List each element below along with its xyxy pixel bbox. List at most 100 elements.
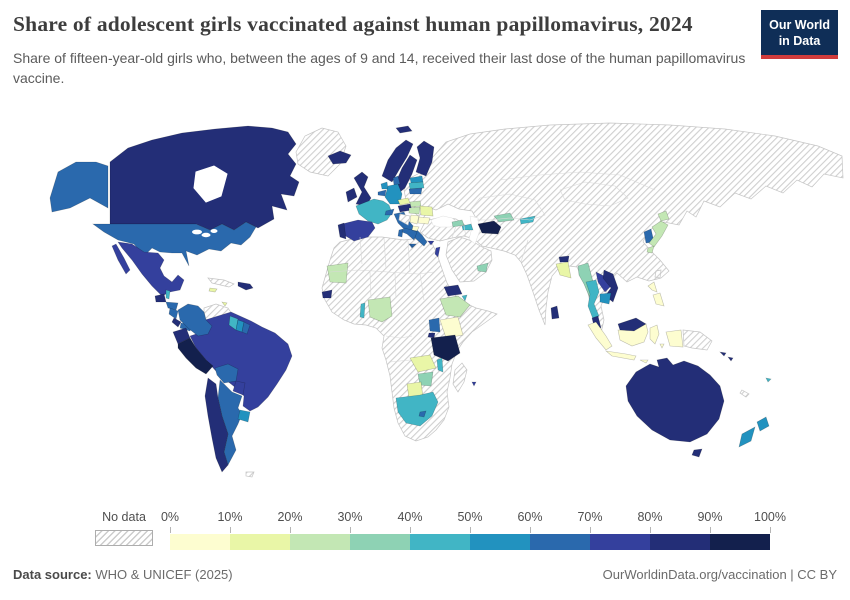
region-laos[interactable] bbox=[595, 271, 612, 293]
owid-logo[interactable]: Our World in Data bbox=[761, 10, 838, 59]
region-cambodia[interactable] bbox=[599, 292, 612, 305]
region-rwanda[interactable] bbox=[427, 332, 436, 339]
region-australia-tasmania[interactable] bbox=[691, 448, 703, 458]
region-netherlands[interactable] bbox=[380, 181, 389, 190]
region-fiji[interactable] bbox=[765, 377, 772, 383]
legend-cell-30–40%[interactable] bbox=[350, 534, 410, 550]
region-czechia[interactable] bbox=[397, 197, 411, 206]
region-bhutan[interactable] bbox=[558, 255, 570, 263]
region-finland[interactable] bbox=[415, 140, 435, 177]
region-united-kingdom[interactable] bbox=[353, 171, 372, 207]
legend-cell-80–90%[interactable] bbox=[650, 534, 710, 550]
region-honduras[interactable] bbox=[165, 301, 179, 311]
region-ethiopia[interactable] bbox=[439, 295, 471, 318]
region-colombia[interactable] bbox=[177, 303, 213, 337]
region-africa-no-data[interactable] bbox=[321, 236, 498, 442]
region-belize[interactable] bbox=[165, 289, 171, 300]
region-switzerland[interactable] bbox=[384, 208, 395, 216]
region-uruguay[interactable] bbox=[237, 409, 251, 423]
region-georgia[interactable] bbox=[451, 219, 465, 228]
region-nigeria[interactable] bbox=[367, 296, 393, 323]
region-falklands[interactable] bbox=[245, 471, 255, 478]
region-latvia[interactable] bbox=[408, 181, 425, 190]
region-malawi[interactable] bbox=[436, 357, 444, 373]
region-israel[interactable] bbox=[434, 246, 441, 258]
region-mauritius[interactable] bbox=[471, 381, 477, 387]
region-jamaica[interactable] bbox=[208, 287, 218, 293]
region-indonesia-borneo[interactable] bbox=[617, 323, 649, 347]
region-chile[interactable] bbox=[204, 377, 229, 473]
region-solomon-islands[interactable] bbox=[719, 351, 727, 357]
region-cyprus[interactable] bbox=[427, 240, 435, 246]
region-togo[interactable] bbox=[359, 302, 366, 319]
region-japan-kyushu[interactable] bbox=[646, 245, 655, 254]
region-solomon-islands-2[interactable] bbox=[727, 356, 734, 362]
region-greece[interactable] bbox=[401, 227, 418, 241]
region-philippines-luzon[interactable] bbox=[647, 281, 658, 293]
region-italy-sardinia[interactable] bbox=[397, 228, 404, 238]
region-nicaragua[interactable] bbox=[168, 307, 179, 320]
region-slovakia[interactable] bbox=[409, 200, 422, 208]
region-uae[interactable] bbox=[476, 262, 489, 273]
region-ireland[interactable] bbox=[345, 187, 358, 203]
region-mauritania[interactable] bbox=[326, 262, 349, 284]
region-belgium[interactable] bbox=[377, 189, 387, 197]
region-portugal[interactable] bbox=[337, 222, 347, 240]
region-eritrea[interactable] bbox=[443, 284, 463, 297]
region-indonesia-sulawesi[interactable] bbox=[649, 324, 660, 345]
region-norway-svalbard[interactable] bbox=[395, 125, 413, 134]
footer-link[interactable]: OurWorldinData.org/vaccination | CC BY bbox=[602, 567, 837, 582]
region-japan-honshu[interactable] bbox=[648, 220, 669, 248]
region-turkmenistan[interactable] bbox=[477, 220, 502, 235]
legend-cell-10–20%[interactable] bbox=[230, 534, 290, 550]
region-philippines-visayas[interactable] bbox=[652, 292, 665, 307]
legend-no-data-swatch[interactable] bbox=[95, 530, 153, 546]
region-romania[interactable] bbox=[419, 205, 434, 217]
region-uzbekistan[interactable] bbox=[493, 212, 515, 223]
region-australia[interactable] bbox=[625, 357, 725, 443]
region-mexico-baja[interactable] bbox=[111, 243, 131, 275]
region-new-caledonia[interactable] bbox=[739, 389, 750, 398]
region-bangladesh[interactable] bbox=[555, 261, 572, 279]
region-japan-hokkaido[interactable] bbox=[657, 210, 670, 222]
region-indonesia-java[interactable] bbox=[604, 350, 637, 361]
region-spain[interactable] bbox=[341, 219, 376, 242]
region-trinidad[interactable] bbox=[221, 301, 228, 307]
legend-cell-70–80%[interactable] bbox=[590, 534, 650, 550]
region-peru[interactable] bbox=[177, 337, 214, 375]
region-croatia-bosnia[interactable] bbox=[398, 213, 411, 226]
region-indonesia-lesser-sunda[interactable] bbox=[639, 359, 649, 364]
region-uganda[interactable] bbox=[428, 317, 441, 333]
region-zambia[interactable] bbox=[409, 354, 437, 373]
legend-cell-40–50%[interactable] bbox=[410, 534, 470, 550]
region-north-macedonia[interactable] bbox=[411, 225, 420, 232]
region-french-guiana[interactable] bbox=[241, 321, 251, 335]
legend-cell-90–100%[interactable] bbox=[710, 534, 770, 550]
region-taiwan[interactable] bbox=[654, 269, 662, 279]
region-senegal[interactable] bbox=[321, 289, 333, 299]
region-new-zealand-south[interactable] bbox=[738, 426, 756, 448]
region-indonesia-sumatra[interactable] bbox=[587, 321, 613, 351]
region-paraguay[interactable] bbox=[232, 380, 246, 396]
region-alaska[interactable] bbox=[49, 161, 109, 213]
region-mexico[interactable] bbox=[117, 241, 185, 297]
region-madagascar[interactable] bbox=[452, 362, 468, 393]
legend-no-data[interactable]: No data bbox=[95, 510, 153, 546]
region-lesotho[interactable] bbox=[418, 410, 427, 418]
region-serbia[interactable] bbox=[409, 214, 420, 225]
region-kenya[interactable] bbox=[439, 316, 464, 339]
region-south-africa[interactable] bbox=[395, 391, 439, 427]
region-lithuania[interactable] bbox=[408, 187, 423, 195]
region-papua-new-guinea[interactable] bbox=[682, 329, 713, 351]
region-indonesia-maluku[interactable] bbox=[659, 343, 665, 349]
region-sri-lanka[interactable] bbox=[550, 305, 560, 320]
region-new-zealand-north[interactable] bbox=[756, 416, 770, 432]
region-greece-crete[interactable] bbox=[409, 243, 417, 248]
region-cuba[interactable] bbox=[207, 277, 235, 288]
region-hungary[interactable] bbox=[408, 206, 421, 215]
region-guatemala[interactable] bbox=[154, 293, 167, 303]
region-djibouti[interactable] bbox=[461, 294, 468, 302]
region-indonesia-papua[interactable] bbox=[665, 329, 684, 348]
legend-cell-20–30%[interactable] bbox=[290, 534, 350, 550]
region-zimbabwe[interactable] bbox=[417, 371, 434, 387]
